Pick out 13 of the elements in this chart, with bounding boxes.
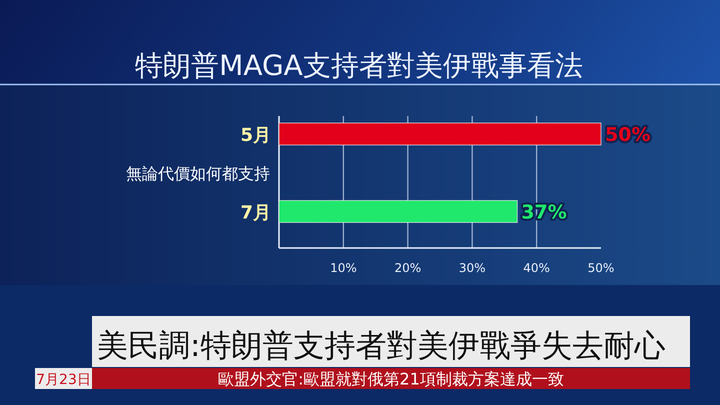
y-tick-label: 7月	[240, 202, 271, 224]
y-tick-label: 5月	[240, 125, 271, 146]
chart-title: 特朗普MAGA支持者對美伊戰事看法	[135, 49, 583, 82]
x-tick-label: 30%	[458, 261, 486, 275]
text: 7月23日	[36, 372, 91, 388]
x-tick-label: 40%	[523, 261, 550, 275]
text: 歐盟外交官:歐盟就對俄第21項制裁方案達成一致	[218, 370, 564, 388]
text: 美民調:特朗普支持者對美伊戰爭失去耐心	[97, 328, 666, 364]
data-label: 50%	[605, 124, 650, 146]
x-tick-label: 20%	[394, 261, 422, 275]
x-tick-label: 10%	[330, 261, 357, 275]
x-tick-label: 50%	[588, 261, 614, 275]
y-axis-title: 無論代價如何都支持	[126, 164, 270, 183]
